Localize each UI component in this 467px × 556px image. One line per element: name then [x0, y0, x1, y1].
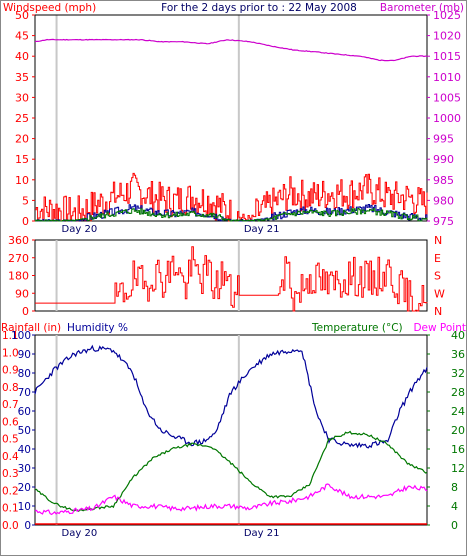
direction-axis-tick-label-0: 0: [22, 305, 29, 318]
windspeed-axis-tick-label-0: 0: [22, 215, 29, 228]
wind-gust-line: [35, 172, 428, 222]
temperature-axis-tick-label-4: 16: [451, 443, 465, 456]
barometer-axis-tick-label-8: 1015: [433, 50, 461, 63]
windspeed-axis-tick-label-4: 20: [15, 133, 29, 146]
rainfall-axis-title: Rainfall (in): [1, 322, 61, 334]
direction-axis-tick-label-1: 90: [15, 287, 29, 300]
rain-tick-label-8: 0.8: [2, 382, 19, 394]
temperature-axis-tick-label-10: 40: [451, 329, 465, 342]
compass-label-4: N: [434, 234, 442, 247]
humidity-tick-label-9: 90: [18, 349, 31, 361]
barometer-axis-tick-label-4: 995: [433, 133, 454, 146]
barometer-axis-tick-label-5: 1000: [433, 112, 461, 125]
barometer-axis-tick-label-7: 1010: [433, 71, 461, 84]
wind-average-line: [35, 204, 428, 222]
humidity-tick-label-7: 70: [18, 387, 31, 399]
barometer-axis-tick-label-0: 975: [433, 215, 454, 228]
humidity-tick-label-5: 50: [18, 425, 31, 437]
barometer-axis-tick-label-9: 1020: [433, 30, 461, 43]
humidity-tick-label-6: 60: [18, 406, 31, 418]
dewpoint-axis-title: Dew Point: [413, 322, 466, 334]
temperature-axis-title: Temperature (°C): [311, 322, 403, 334]
humidity-tick-label-3: 30: [18, 463, 31, 475]
temperature-axis-tick-label-7: 28: [451, 386, 465, 399]
wind-direction-line: [35, 246, 428, 312]
humidity-tick-label-2: 20: [18, 482, 31, 494]
direction-axis-tick-label-2: 180: [8, 270, 29, 283]
wind-panel-day-label-1: Day 20: [62, 224, 98, 235]
windspeed-axis-tick-label-10: 50: [15, 9, 29, 22]
compass-label-1: W: [434, 287, 445, 300]
windspeed-axis-tick-label-5: 25: [15, 112, 29, 125]
rain-tick-label-2: 0.2: [2, 485, 19, 497]
rain-tick-label-1: 0.1: [2, 503, 19, 515]
direction-axis-tick-label-3: 270: [8, 252, 29, 265]
compass-label-2: S: [434, 270, 441, 283]
humidity-tick-label-0: 0: [24, 520, 31, 532]
temperature-axis-tick-label-6: 24: [451, 405, 465, 418]
temperature-line: [34, 430, 428, 512]
wind-min-line: [35, 208, 428, 222]
barometer-axis-title: Barometer (mb): [380, 2, 464, 14]
chart-title: For the 2 days prior to : 22 May 2008: [161, 2, 357, 14]
barometer-axis-tick-label-3: 990: [433, 153, 454, 166]
windspeed-axis-tick-label-8: 40: [15, 50, 29, 63]
windspeed-axis-title: Windspeed (mph): [3, 2, 96, 14]
windspeed-axis-tick-label-2: 10: [15, 174, 29, 187]
barometer-axis-tick-label-10: 1025: [433, 9, 461, 22]
humidity-axis-title: Humidity %: [67, 322, 128, 334]
temperature-axis-tick-label-0: 0: [451, 519, 458, 532]
compass-label-0: N: [434, 305, 442, 318]
rain-tick-label-5: 0.5: [2, 434, 19, 446]
rain-tick-label-4: 0.4: [2, 451, 19, 463]
windspeed-axis-tick-label-7: 35: [15, 71, 29, 84]
wind-panel-day-label-2: Day 21: [244, 224, 280, 235]
rain-tick-label-9: 0.9: [2, 365, 19, 377]
barometer-line: [34, 38, 428, 62]
barometer-axis-tick-label-1: 980: [433, 194, 454, 207]
windspeed-axis-tick-label-6: 30: [15, 91, 29, 104]
humidity-tick-label-1: 10: [18, 501, 31, 513]
climate-panel-day-label-2: Day 21: [244, 528, 280, 539]
humidity-line: [34, 344, 428, 449]
temperature-axis-tick-label-1: 4: [451, 500, 458, 513]
rain-tick-label-0: 0.0: [2, 520, 19, 532]
barometer-axis-tick-label-2: 985: [433, 174, 454, 187]
climate-panel-day-label-1: Day 20: [62, 528, 98, 539]
humidity-tick-label-4: 40: [18, 444, 31, 456]
rain-tick-label-7: 0.7: [2, 399, 19, 411]
temperature-axis-tick-label-2: 8: [451, 481, 458, 494]
compass-label-3: E: [434, 252, 441, 265]
rain-tick-label-6: 0.6: [2, 416, 19, 428]
temperature-axis-tick-label-9: 36: [451, 348, 465, 361]
temperature-axis-tick-label-3: 12: [451, 462, 465, 475]
rain-tick-label-10: 1.0: [2, 347, 19, 359]
rain-tick-label-11: 1.1: [2, 330, 19, 342]
dewpoint-line: [34, 483, 428, 516]
windspeed-axis-tick-label-9: 45: [15, 30, 29, 43]
humidity-tick-label-8: 80: [18, 368, 31, 380]
rain-tick-label-3: 0.3: [2, 468, 19, 480]
windspeed-axis-tick-label-1: 5: [22, 194, 29, 207]
climate-panel-frame: [34, 334, 428, 526]
windspeed-axis-tick-label-3: 15: [15, 153, 29, 166]
humidity-tick-label-10: 100: [11, 330, 31, 342]
barometer-axis-tick-label-6: 1005: [433, 91, 461, 104]
direction-axis-tick-label-4: 360: [8, 234, 29, 247]
temperature-axis-tick-label-8: 32: [451, 367, 465, 380]
temperature-axis-tick-label-5: 20: [451, 424, 465, 437]
